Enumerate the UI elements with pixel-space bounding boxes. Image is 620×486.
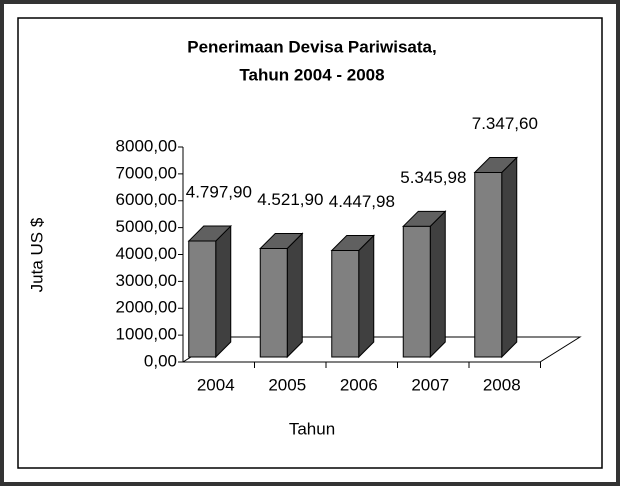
- y-tick-label: 6000,00: [116, 190, 177, 209]
- bar-front: [402, 225, 431, 358]
- y-axis-label: Juta US $: [27, 217, 46, 292]
- chart-title: Penerimaan Devisa Pariwisata,: [187, 37, 436, 56]
- bar-front: [474, 172, 503, 358]
- y-tick-label: 7000,00: [116, 163, 177, 182]
- y-tick-label: 1000,00: [116, 325, 177, 344]
- floor: [181, 336, 582, 363]
- bar-front: [331, 249, 360, 358]
- y-tick-label: 5000,00: [116, 217, 177, 236]
- bar: [402, 210, 447, 359]
- value-label: 4.447,98: [329, 192, 395, 211]
- bar: [259, 232, 304, 359]
- chart-title: Tahun 2004 - 2008: [239, 65, 384, 84]
- x-tick-label: 2004: [197, 375, 235, 394]
- value-label: 4.797,90: [186, 183, 252, 202]
- bar: [330, 234, 375, 359]
- bar-front: [259, 247, 288, 358]
- bar-front: [188, 240, 217, 358]
- y-tick-label: 3000,00: [116, 271, 177, 290]
- bar-side: [215, 224, 232, 359]
- x-axis-label: Tahun: [289, 419, 335, 438]
- x-tick-label: 2005: [268, 375, 306, 394]
- value-label: 4.521,90: [257, 190, 323, 209]
- bar-side: [429, 210, 446, 359]
- y-tick-label: 8000,00: [116, 136, 177, 155]
- x-tick-label: 2008: [483, 375, 521, 394]
- bar: [473, 156, 518, 359]
- bar-side: [286, 232, 303, 359]
- bar: [187, 224, 232, 359]
- bar-side: [501, 156, 518, 359]
- value-label: 7.347,60: [472, 114, 538, 133]
- y-tick-label: 2000,00: [116, 298, 177, 317]
- y-tick-label: 0,00: [144, 351, 177, 370]
- bar-side: [358, 234, 375, 359]
- y-tick-label: 4000,00: [116, 244, 177, 263]
- value-label: 5.345,98: [400, 168, 466, 187]
- x-tick-label: 2007: [411, 375, 449, 394]
- x-tick-label: 2006: [340, 375, 378, 394]
